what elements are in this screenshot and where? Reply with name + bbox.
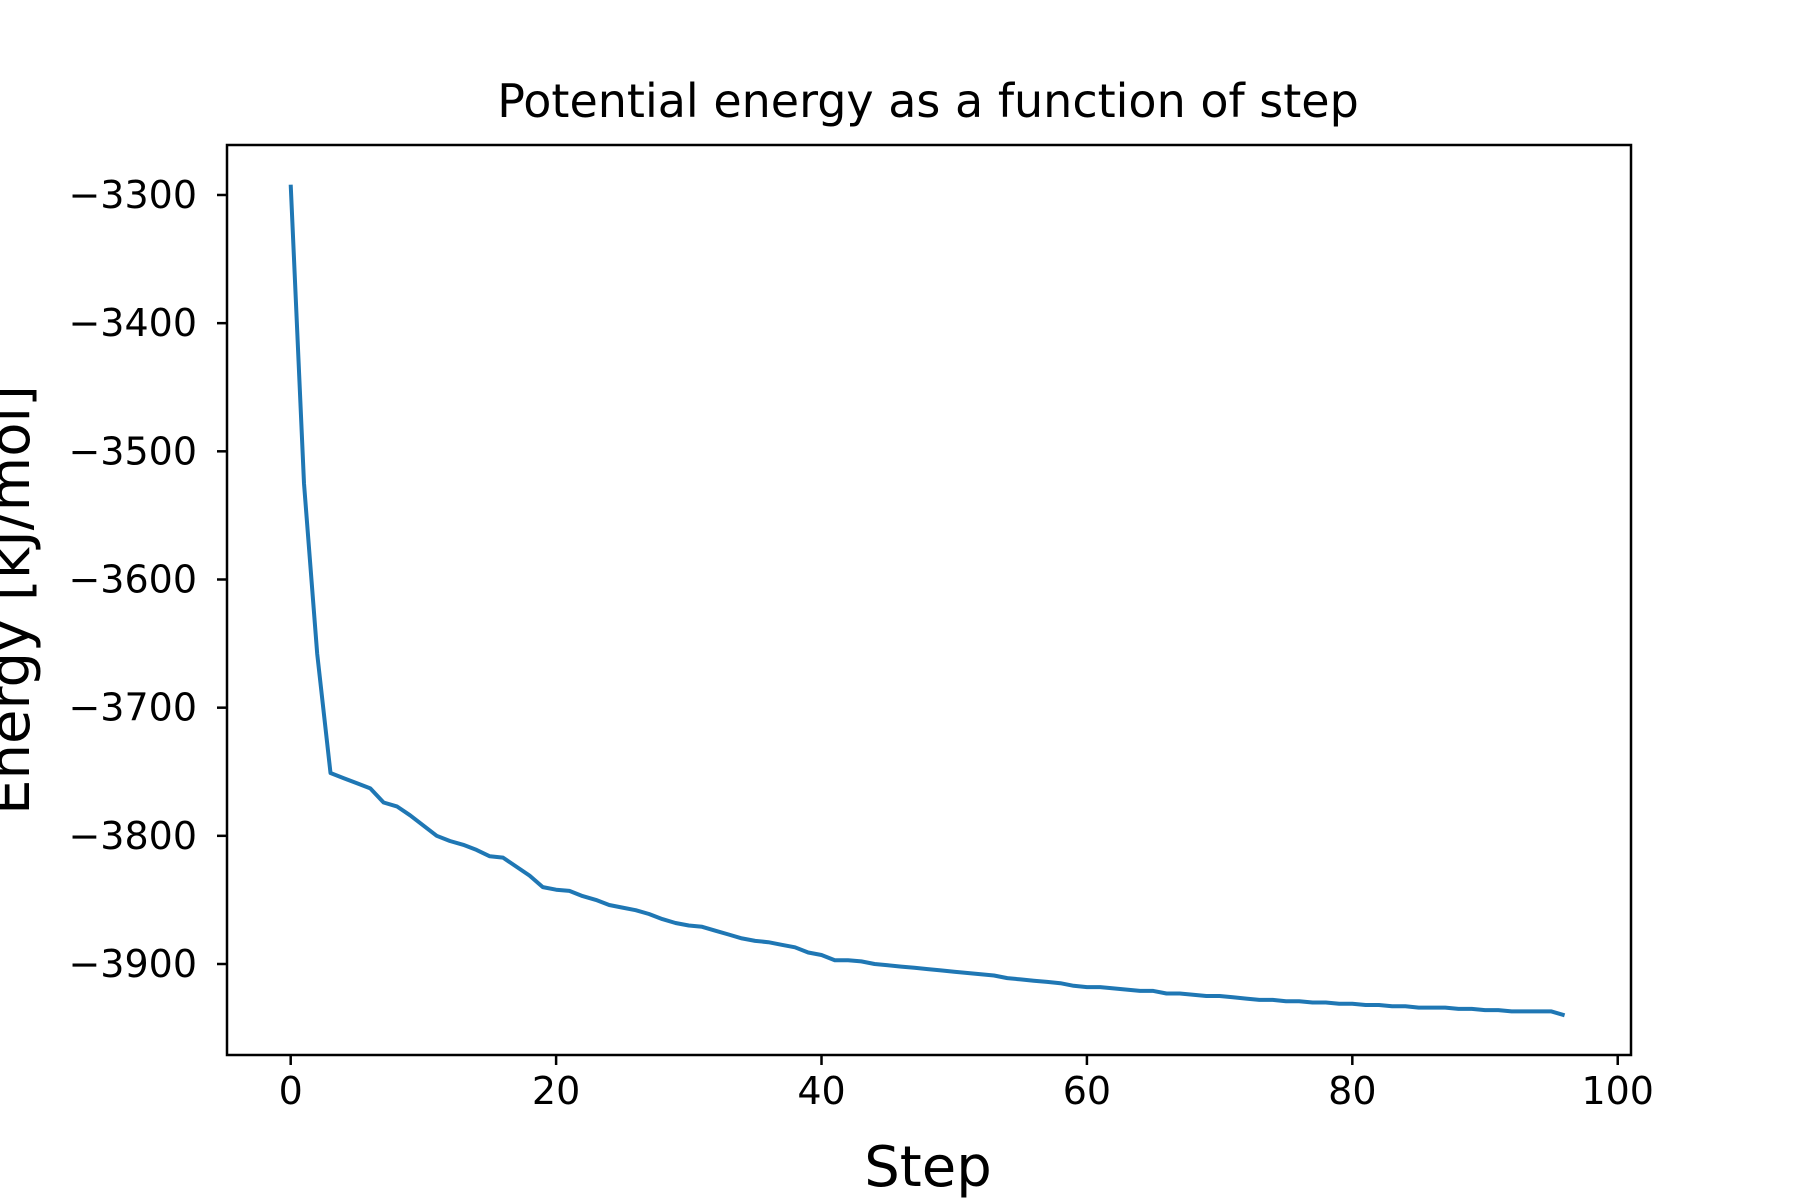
chart-title: Potential energy as a function of step [497,74,1359,128]
x-axis-ticks: 0 20 40 60 80 100 [279,1055,1654,1113]
series-line [288,184,1566,1018]
y-tick-label: −3700 [68,686,197,730]
y-tick-label: −3400 [68,301,197,345]
y-tick-label: −3900 [68,942,197,986]
y-tick-label: −3800 [68,814,197,858]
x-tick-label: 80 [1328,1069,1376,1113]
y-axis-ticks: −3300 −3400 −3500 −3600 −3700 −3800 −3900 [68,173,227,986]
plot-area [288,184,1566,1018]
y-tick-label: −3300 [68,173,197,217]
y-tick-label: −3600 [68,557,197,601]
plot-frame [225,143,1633,1057]
x-tick-label: 100 [1581,1069,1654,1113]
x-tick-label: 60 [1063,1069,1111,1113]
x-tick-label: 40 [797,1069,845,1113]
y-axis-label: Energy [kJ/mol] [0,385,43,815]
x-tick-label: 20 [532,1069,580,1113]
x-axis-label: Step [864,1135,992,1200]
y-tick-label: −3500 [68,429,197,473]
x-tick-label: 0 [279,1069,303,1113]
